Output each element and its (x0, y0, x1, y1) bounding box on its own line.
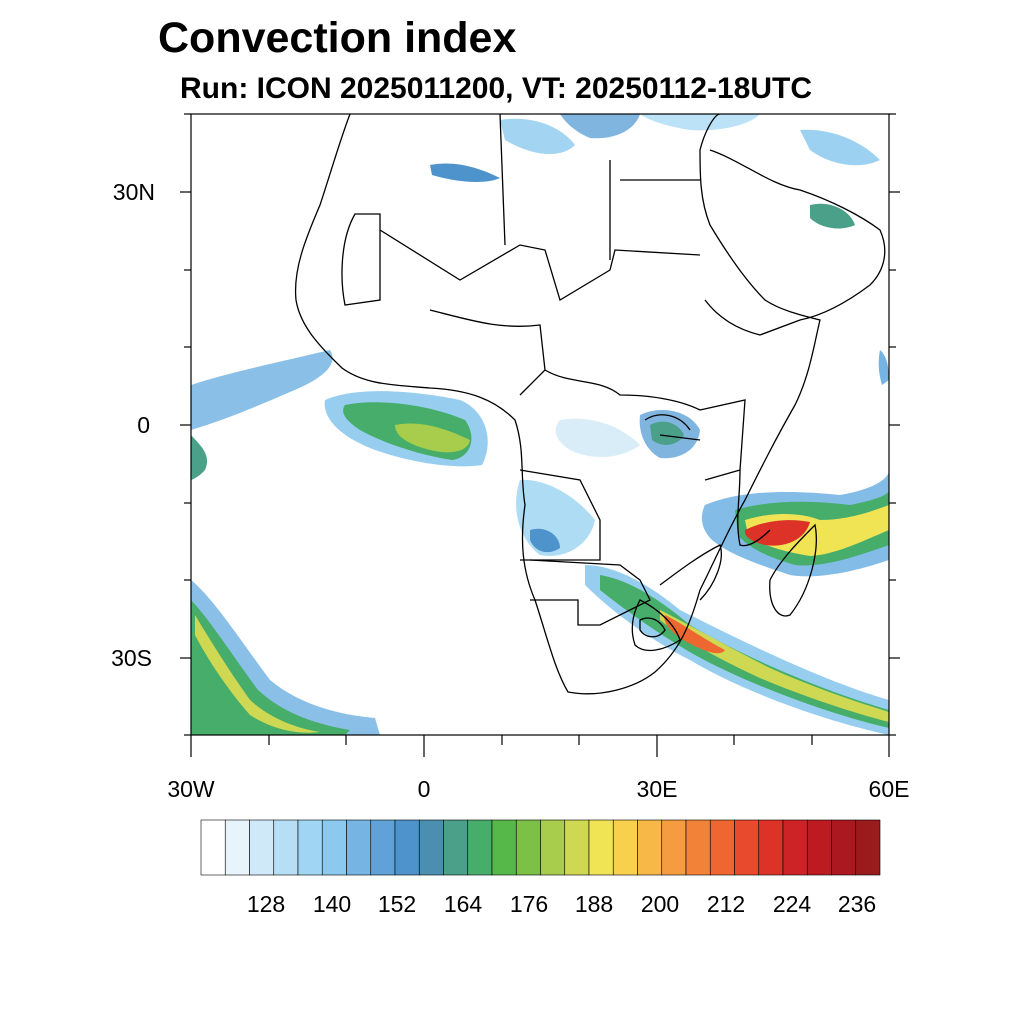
lon-label-30w: 30W (167, 776, 215, 802)
colorbar-swatch (443, 819, 469, 876)
colorbar-swatch (467, 819, 493, 876)
colorbar-swatch (661, 819, 687, 876)
colorbar-label: 188 (575, 891, 613, 917)
colorbar-label: 224 (773, 891, 812, 917)
lon-label-60e: 60E (869, 776, 910, 802)
colorbar-swatch (249, 819, 275, 876)
colorbar-swatch (806, 819, 832, 876)
lon-label-0: 0 (418, 776, 431, 802)
colorbar-swatch (782, 819, 808, 876)
colorbar-label: 200 (641, 891, 679, 917)
lat-label-0: 0 (137, 412, 150, 438)
lon-label-30e: 30E (637, 776, 678, 802)
colorbar-swatch (540, 819, 566, 876)
chart-subtitle: Run: ICON 2025011200, VT: 20250112-18UTC (180, 72, 813, 105)
coastlines-borders (294, 114, 886, 695)
colorbar-label: 152 (378, 891, 416, 917)
colorbar-swatch (418, 819, 444, 876)
colorbar-swatch (685, 819, 711, 876)
colorbar-swatch (612, 819, 638, 876)
colorbar (200, 819, 881, 876)
colorbar-label: 164 (444, 891, 483, 917)
colorbar-swatch (588, 819, 614, 876)
chart-title: Convection index (158, 14, 517, 62)
colorbar-swatch (491, 819, 517, 876)
colorbar-swatch (855, 819, 881, 876)
lon-ticks (190, 735, 890, 757)
colorbar-label: 140 (313, 891, 351, 917)
colorbar-swatch (370, 819, 396, 876)
colorbar-label: 236 (838, 891, 876, 917)
colorbar-swatch (273, 819, 299, 876)
colorbar-swatch (564, 819, 590, 876)
colorbar-swatch (297, 819, 323, 876)
colorbar-labels: 128 140 152 164 176 188 200 212 224 236 (247, 891, 876, 917)
colorbar-swatch (321, 819, 347, 876)
colorbar-label: 128 (247, 891, 285, 917)
colorbar-swatch (346, 819, 372, 876)
colorbar-swatch (515, 819, 541, 876)
colorbar-swatch (734, 819, 760, 876)
colorbar-label: 212 (707, 891, 745, 917)
colorbar-swatch (394, 819, 420, 876)
colorbar-label: 176 (510, 891, 548, 917)
lat-label-30n: 30N (113, 179, 155, 205)
colorbar-swatch (637, 819, 663, 876)
lat-label-30s: 30S (111, 645, 152, 671)
colorbar-swatch (831, 819, 857, 876)
colorbar-swatch (709, 819, 735, 876)
lat-ticks (180, 113, 900, 736)
colorbar-swatch (224, 819, 250, 876)
colorbar-swatch (758, 819, 784, 876)
colorbar-swatch (200, 819, 226, 876)
